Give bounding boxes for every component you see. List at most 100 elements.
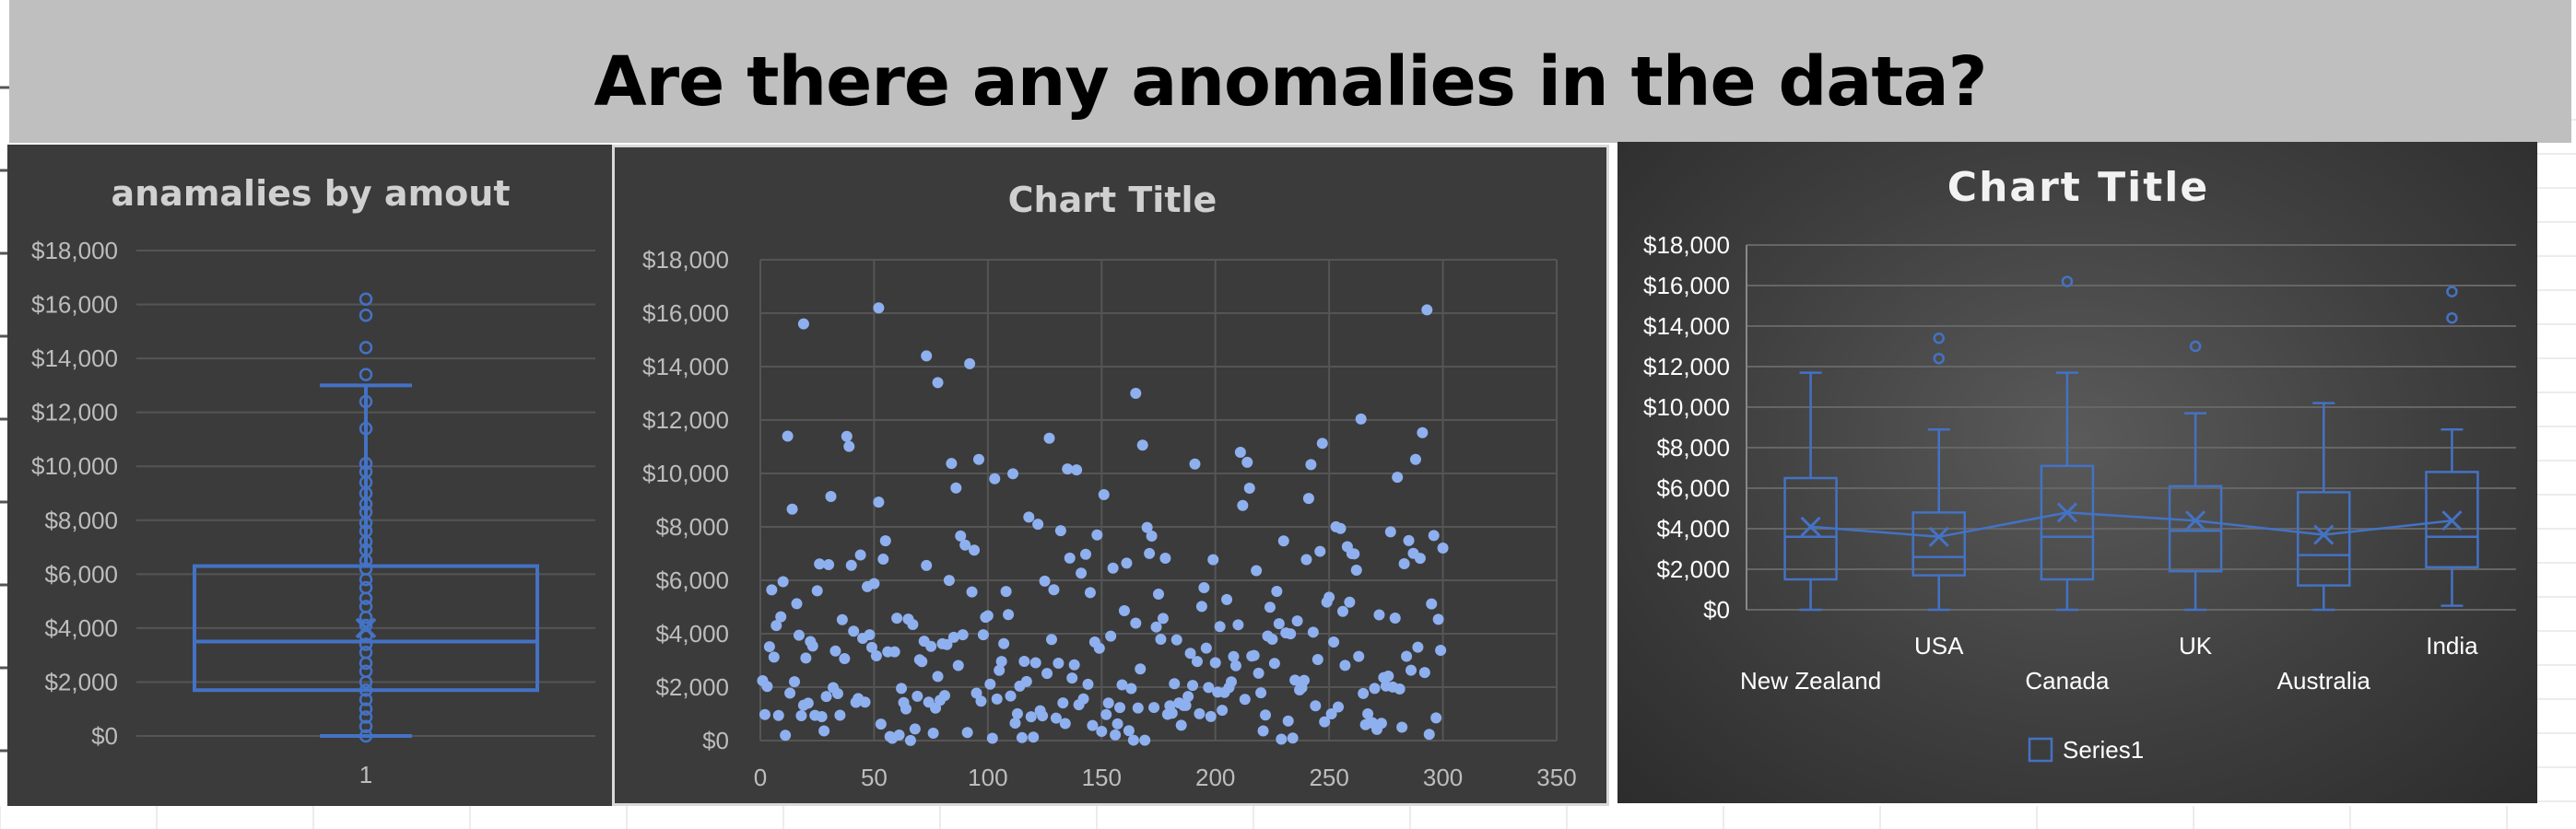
scatter-point (823, 558, 835, 570)
data-point (359, 702, 373, 716)
scatter-point (1203, 682, 1215, 694)
scatter-point (1418, 667, 1430, 679)
y-tick-label: $12,000 (1643, 353, 1730, 380)
scatter-point (797, 318, 809, 330)
scatter-point (1150, 621, 1162, 633)
scatter-point (1087, 719, 1099, 731)
scatter-point (1105, 630, 1117, 642)
scatter-point (1141, 521, 1153, 533)
scatter-point (1389, 613, 1401, 625)
scatter-point (1229, 660, 1241, 671)
scatter-point (766, 584, 778, 596)
scatter-point (1025, 711, 1037, 723)
scatter-point (1268, 658, 1280, 670)
scatter-point (955, 530, 967, 542)
page-title: Are there any anomalies in the data? (594, 42, 1987, 122)
data-point (359, 562, 373, 576)
outlier-point (2446, 311, 2458, 324)
scatter-point (1276, 733, 1288, 745)
outlier-point (2189, 340, 2202, 353)
scatter-point (1277, 535, 1289, 547)
scatter-point (1412, 641, 1424, 653)
scatter-point (998, 637, 1010, 649)
outlier-point (359, 394, 373, 409)
y-tick-label: $14,000 (1643, 312, 1730, 340)
data-point (359, 464, 373, 479)
x-tick-label: 200 (1195, 764, 1235, 791)
scatter-point (848, 625, 860, 637)
x-tick-label: Canada (2025, 667, 2110, 695)
box-chart-amount[interactable]: anamalies by amout $0 $2,000 $4,000 $6,000 $… (7, 145, 614, 806)
scatter-point (964, 357, 976, 369)
x-tick-label: USA (1914, 632, 1964, 660)
scatter-point (909, 723, 921, 735)
scatter-point (921, 350, 933, 362)
y-tick-label: $18,000 (642, 246, 729, 274)
scatter-point (1243, 482, 1255, 494)
scatter-point (1189, 458, 1201, 470)
box-chart-by-country[interactable]: Chart Title $0 $2,000 $4,000 $6,000 $8,000 $1… (1617, 142, 2537, 803)
chart-title: Chart Title (1008, 180, 1217, 220)
scatter-point (1289, 674, 1301, 686)
y-tick-label: $16,000 (31, 291, 118, 319)
scatter-point (1127, 734, 1139, 746)
scatter-point (957, 629, 969, 641)
scatter-point (816, 711, 828, 723)
scatter-point (1155, 633, 1167, 645)
scatter-point (1080, 548, 1092, 560)
scatter-point (1384, 526, 1396, 538)
scatter-point (1118, 605, 1130, 617)
scatter-point (1068, 659, 1080, 671)
scatter-point (1214, 621, 1226, 633)
scatter-point (1314, 545, 1326, 557)
scatter-point (820, 691, 832, 703)
scatter-point (1264, 601, 1276, 613)
scatter-point (1170, 634, 1182, 646)
scatter-point (950, 482, 962, 494)
box (2425, 471, 2479, 569)
data-point (359, 683, 373, 697)
scatter-point (1382, 671, 1394, 683)
scatter-point (984, 678, 996, 690)
scatter-point (770, 620, 782, 632)
scatter-point (1239, 694, 1251, 706)
scatter-point (1394, 683, 1406, 695)
scatter-point (1437, 542, 1449, 554)
scatter-point (1032, 519, 1044, 531)
scatter-point (1257, 725, 1269, 737)
scatter-point (1125, 683, 1137, 695)
scatter-point (791, 598, 803, 610)
scatter-point (825, 491, 837, 503)
scatter-point (952, 660, 964, 671)
data-point (359, 524, 373, 538)
scatter-point (845, 559, 857, 571)
scatter-point (1059, 718, 1071, 730)
outlier-point (359, 309, 373, 322)
scatter-point (1358, 687, 1370, 699)
y-tick-label: $4,000 (1656, 515, 1730, 543)
scatter-point (1228, 650, 1240, 662)
scatter-point (1091, 529, 1103, 541)
scatter-chart[interactable]: Chart Title $0 $2,000 $4,000 $6,000 $8,000 $1… (612, 145, 1609, 806)
scatter-point (925, 640, 937, 652)
scatter-point (1241, 456, 1253, 468)
scatter-point (1048, 584, 1060, 596)
scatter-point (916, 656, 928, 668)
scatter-point (818, 725, 830, 737)
scatter-point (1339, 660, 1351, 671)
scatter-point (1426, 598, 1438, 610)
x-tick-label: 150 (1082, 764, 1122, 791)
scatter-point (1198, 581, 1210, 593)
scatter-point (1180, 699, 1192, 711)
mean-marker (2441, 510, 2463, 531)
scatter-point (1291, 615, 1303, 627)
scatter-point (1037, 710, 1049, 722)
scatter-point (1062, 463, 1074, 475)
chart-title: Chart Title (1947, 164, 2209, 211)
outlier-point (1933, 332, 1945, 344)
scatter-point (1169, 678, 1181, 690)
data-point (359, 645, 373, 660)
scatter-point (1102, 697, 1114, 709)
y-tick-label: $10,000 (31, 452, 118, 480)
scatter-point (888, 646, 900, 658)
